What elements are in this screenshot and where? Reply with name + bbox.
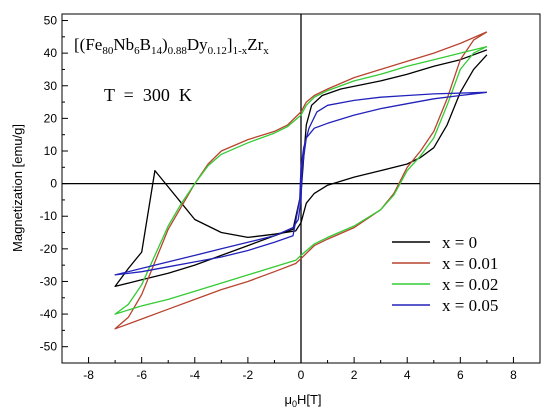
series-line-0 bbox=[114, 49, 488, 288]
y-axis-title: Magnetization [emu/g] bbox=[10, 124, 25, 252]
y-tick-label: -10 bbox=[40, 209, 58, 223]
formula-label: [(Fe80Nb6B14)0.88Dy0.12]1-xZrx bbox=[74, 35, 269, 57]
y-tick-label: 20 bbox=[44, 111, 58, 125]
y-tick-label: 0 bbox=[50, 177, 57, 191]
x-tick-label: -6 bbox=[136, 368, 147, 382]
legend-label-1: x = 0.01 bbox=[442, 254, 498, 273]
y-tick-label: -30 bbox=[40, 274, 58, 288]
y-tick-label: -20 bbox=[40, 242, 58, 256]
legend-label-3: x = 0.05 bbox=[442, 296, 498, 315]
x-tick-label: 0 bbox=[298, 368, 305, 382]
series-group bbox=[114, 31, 488, 330]
y-tick-label: -50 bbox=[40, 340, 58, 354]
y-tick-label: 50 bbox=[44, 14, 58, 28]
y-tick-label: -40 bbox=[40, 307, 58, 321]
x-tick-label: 4 bbox=[404, 368, 411, 382]
y-tick-label: 10 bbox=[44, 144, 58, 158]
legend: x = 0 x = 0.01 x = 0.02 x = 0.05 bbox=[392, 233, 498, 315]
x-tick-label: 2 bbox=[351, 368, 358, 382]
x-tick-label: 8 bbox=[510, 368, 517, 382]
x-tick-label: -4 bbox=[189, 368, 200, 382]
temperature-annotation: T = 300 K bbox=[104, 85, 192, 105]
x-tick-label: 6 bbox=[457, 368, 464, 382]
x-tick-label: -8 bbox=[83, 368, 94, 382]
legend-label-2: x = 0.02 bbox=[442, 275, 498, 294]
legend-label-0: x = 0 bbox=[442, 233, 477, 252]
x-tick-label: -2 bbox=[243, 368, 254, 382]
x-axis-title: μ0H[T] bbox=[284, 392, 321, 409]
y-tick-label: 40 bbox=[44, 46, 58, 60]
series-line-3 bbox=[114, 91, 487, 276]
y-tick-label: 30 bbox=[44, 79, 58, 93]
series-line-1 bbox=[114, 31, 488, 330]
series-line-2 bbox=[114, 45, 488, 315]
